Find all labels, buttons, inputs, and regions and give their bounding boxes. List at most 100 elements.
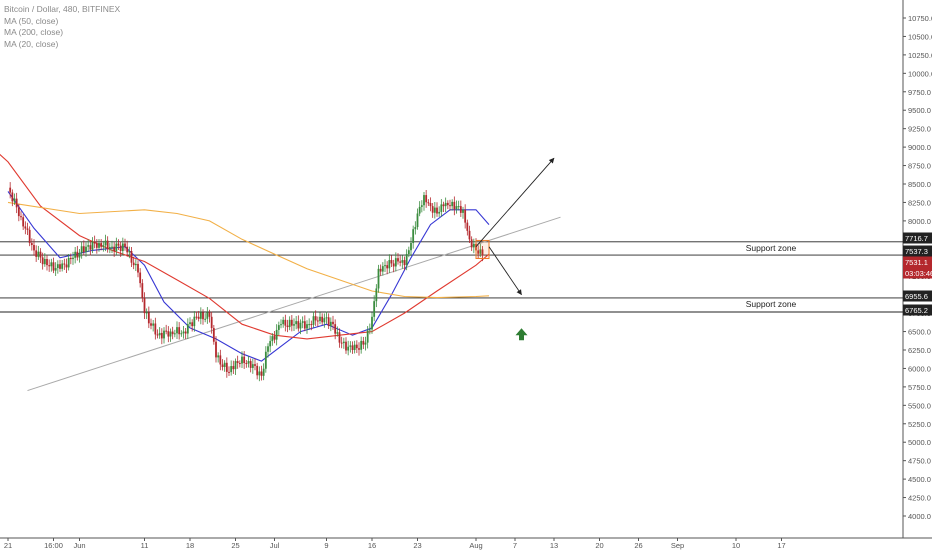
candle-body: [275, 329, 278, 340]
candle-body: [345, 341, 347, 351]
candle-body: [212, 328, 215, 342]
time-tick-label: 20: [595, 541, 603, 550]
candle-body: [193, 316, 196, 327]
candle-body: [111, 246, 113, 248]
up-arrow-marker-icon[interactable]: [515, 328, 528, 341]
candle-body: [327, 317, 330, 326]
candle-body: [468, 230, 471, 240]
candle-body: [334, 324, 337, 334]
candle-body: [464, 209, 467, 223]
current-price-label: 7531.1: [905, 258, 928, 267]
candle-body: [143, 298, 146, 314]
candle-body: [59, 264, 61, 269]
candle-body: [80, 246, 83, 253]
price-tick-label: 4500.0: [908, 475, 931, 484]
candle-body: [429, 203, 432, 207]
candle-body: [130, 251, 133, 263]
candle-body: [91, 241, 94, 250]
price-tick-label: 6000.0: [908, 364, 931, 373]
candle-body: [284, 319, 287, 326]
candle-body: [134, 263, 137, 266]
candle-body: [141, 283, 144, 299]
candle-body: [247, 361, 250, 364]
zone1-top-price-label: 7716.7: [905, 234, 928, 243]
indicator-ma20[interactable]: MA (20, close): [4, 38, 59, 49]
candle-body: [33, 245, 35, 251]
candle-body: [206, 312, 209, 319]
zone1-top-price-label-bg: [903, 232, 932, 244]
candle-body: [163, 330, 165, 339]
candle-body: [358, 348, 360, 350]
time-tick-label: 10: [732, 541, 740, 550]
candle-body: [236, 361, 239, 363]
candle-body: [446, 202, 449, 206]
candle-body: [186, 324, 189, 334]
zone1-bottom-price-label-bg: [903, 245, 932, 257]
candle-body: [67, 257, 70, 268]
candle-body: [377, 268, 380, 289]
candle-body: [56, 264, 59, 269]
candle-body: [245, 363, 248, 365]
candle-body: [173, 333, 176, 335]
candle-body: [154, 323, 157, 335]
candle-body: [371, 316, 373, 330]
candle-body: [355, 344, 358, 349]
time-tick-label: 21: [4, 541, 12, 550]
candle-body: [121, 243, 124, 251]
candle-body: [282, 319, 285, 325]
chart-legend: Bitcoin / Dollar, 480, BITFINEX MA (50, …: [4, 4, 120, 50]
candle-body: [20, 216, 22, 218]
time-tick-label: Jun: [73, 541, 85, 550]
candle-body: [314, 316, 317, 321]
indicator-ma200[interactable]: MA (200, close): [4, 27, 64, 37]
candle-body: [41, 257, 44, 265]
candle-body: [87, 245, 90, 247]
candle-body: [418, 206, 421, 214]
candle-body: [43, 259, 46, 265]
candle-body: [451, 201, 454, 207]
candle-body: [401, 260, 404, 263]
bullish-arrow[interactable]: [475, 157, 555, 248]
price-tick-label: 5750.0: [908, 383, 931, 392]
price-tick-label: 8000.0: [908, 217, 931, 226]
candle-body: [74, 251, 77, 258]
price-tick-label: 9000.0: [908, 143, 931, 152]
price-tick-label: 8500.0: [908, 180, 931, 189]
candle-body: [215, 341, 217, 358]
indicator-ma50[interactable]: MA (50, close): [4, 15, 59, 26]
candle-body: [420, 205, 423, 207]
candle-body: [202, 312, 204, 320]
candle-body: [160, 332, 163, 339]
candle-body: [342, 341, 345, 344]
candle-body: [22, 217, 25, 227]
candle-body: [319, 316, 321, 322]
bearish-arrow[interactable]: [488, 246, 522, 296]
candle-body: [176, 327, 178, 334]
candle-body: [301, 321, 304, 323]
price-tick-label: 8750.0: [908, 162, 931, 171]
ma200-line: [7, 201, 490, 299]
candle-body: [24, 226, 27, 229]
highlight-box[interactable]: [475, 239, 490, 260]
candle-body: [147, 312, 150, 324]
candle-body: [273, 336, 276, 340]
zone2-bottom-price-label: 6765.2: [905, 306, 928, 315]
candle-body: [449, 205, 451, 207]
candle-body: [217, 355, 220, 358]
candle-body: [167, 331, 170, 337]
candle-body: [412, 229, 415, 244]
candle-body: [17, 207, 20, 217]
candle-body: [338, 332, 341, 343]
candle-body: [106, 240, 109, 249]
time-tick-label: 13: [550, 541, 558, 550]
candle-body: [472, 243, 475, 248]
price-tick-label: 9500.0: [908, 106, 931, 115]
candle-body: [466, 222, 469, 231]
candle-body: [189, 322, 191, 325]
candle-body: [204, 318, 207, 320]
candle-body: [191, 322, 194, 327]
price-tick-label: 5000.0: [908, 438, 931, 447]
candle-body: [171, 331, 174, 335]
